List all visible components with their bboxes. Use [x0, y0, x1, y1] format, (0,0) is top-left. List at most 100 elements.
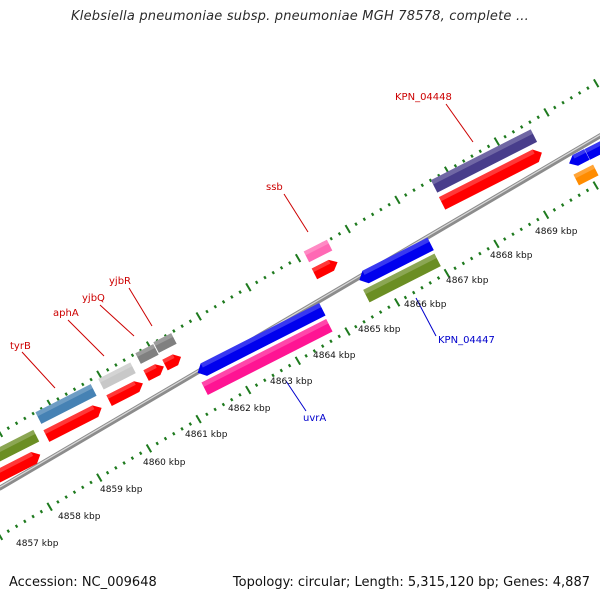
upper-scale-tick	[188, 319, 193, 324]
upper-scale-tick	[172, 329, 176, 333]
lower-scale-tick	[213, 407, 217, 412]
gene-label-yjbR: yjbR	[109, 276, 131, 287]
lower-scale-tick	[542, 210, 550, 220]
upper-scale-tick	[412, 188, 416, 192]
gene-edge-orange-shine	[573, 164, 595, 179]
lower-scale-tick	[105, 470, 110, 475]
lower-scale-tick	[304, 354, 308, 358]
lower-scale-tick	[238, 392, 242, 397]
lower-scale-tick	[72, 490, 77, 495]
lower-scale-tick	[552, 207, 557, 212]
cds-KPN04448-body	[438, 149, 542, 210]
gene-KPN04448-outer	[430, 129, 538, 193]
upper-scale-tick	[528, 120, 532, 124]
lower-scale-tick	[592, 181, 599, 190]
kbp-label: 4863 kbp	[270, 377, 313, 387]
upper-scale-tick	[387, 202, 391, 207]
backbone-highlight	[0, 134, 600, 488]
cds-aphA-body	[106, 381, 143, 406]
gene-yjbQ-outer	[135, 344, 159, 364]
lower-scale-tick	[403, 295, 408, 300]
cds-yjbQ	[143, 364, 164, 381]
cds-tyrB-body	[43, 405, 102, 442]
upper-scale-tick	[329, 236, 333, 241]
map-title: Klebsiella pneumoniae subsp. pneumoniae …	[71, 9, 529, 24]
upper-scale-tick	[453, 163, 458, 168]
scale-labels: 4857 kbp 4858 kbp 4859 kbp 4860 kbp 4861 kbp…	[16, 227, 578, 549]
gene-label-tyrB: tyrB	[10, 341, 31, 352]
cds-ssb-shine	[311, 259, 331, 273]
upper-scale-tick	[354, 222, 358, 226]
lower-scale-tick	[245, 385, 252, 395]
lower-scale-tick	[279, 368, 284, 373]
lower-scale-tick	[81, 485, 85, 490]
lower-scale-tick	[436, 276, 441, 280]
gene-uvrA-blue-shine	[200, 302, 322, 368]
cds-yjbQ-shine	[143, 364, 157, 374]
gene-yjbQ-outer-shine	[135, 344, 156, 357]
callout-line	[99, 304, 135, 337]
kbp-label: 4861 kbp	[185, 430, 228, 440]
upper-scale-tick	[0, 431, 4, 438]
upper-scale-tick	[404, 193, 408, 197]
lower-scale-tick	[145, 443, 153, 453]
upper-scale-tick	[577, 91, 582, 95]
cds-tyrB-shine	[43, 405, 95, 435]
lower-scale-tick	[412, 290, 416, 295]
upper-scale-tick	[279, 265, 284, 270]
upper-scale-tick	[294, 253, 302, 263]
gene-edge-blue2-body	[584, 138, 600, 160]
lower-scale-tick	[493, 239, 500, 249]
upper-scale-tick	[122, 358, 126, 362]
upper-scale-tick	[561, 100, 565, 105]
callout-line	[415, 297, 437, 337]
backbone-line	[0, 132, 600, 491]
lower-scale-tick	[469, 256, 474, 261]
lower-scale-tick	[585, 188, 590, 193]
gene-aphA-outer	[98, 362, 136, 390]
lower-scale-tick	[294, 356, 302, 366]
lower-scale-tick	[0, 534, 4, 541]
gene-ssb-outer-shine	[303, 239, 329, 256]
lower-scale-tick	[387, 305, 391, 310]
lower-scale-tick	[478, 251, 482, 256]
lower-scale-tick	[180, 427, 184, 431]
upper-scale-tick	[362, 217, 367, 222]
lower-scale-tick	[188, 422, 193, 426]
gene-edge-blue2	[584, 138, 600, 160]
cds-ssb-body	[311, 259, 338, 280]
kbp-label: 4857 kbp	[16, 539, 59, 549]
upper-scale-tick	[511, 129, 516, 134]
upper-scale-tick	[114, 363, 118, 367]
scale-ticks	[0, 78, 600, 541]
upper-scale-tick	[543, 108, 550, 117]
gene-KPN04447-olive-shine	[363, 253, 437, 295]
kbp-label: 4869 kbp	[535, 227, 578, 237]
lower-scale-tick	[23, 519, 27, 524]
cds-yjbQ-body	[143, 364, 164, 381]
lower-scale-tick	[46, 502, 53, 512]
lower-scale-tick	[428, 281, 432, 285]
upper-scale-tick	[245, 282, 252, 292]
upper-scale-tick	[254, 280, 259, 285]
upper-scale-tick	[6, 426, 10, 430]
chromosome-backbone	[0, 132, 600, 491]
lower-scale-tick	[114, 465, 118, 470]
lower-scale-tick	[39, 509, 44, 514]
gene-uvrA-blue-body	[197, 302, 326, 376]
lower-scale-tick	[155, 441, 159, 446]
kbp-label: 4868 kbp	[490, 251, 533, 261]
upper-scale-tick	[213, 304, 217, 309]
lower-scale-tick	[461, 261, 466, 266]
gene-edge-orange-body	[573, 164, 599, 186]
accession-text: Accession: NC_009648	[9, 575, 157, 590]
lower-scale-tick	[64, 495, 68, 499]
upper-scale-tick	[180, 324, 184, 328]
lower-scale-tick	[354, 324, 358, 329]
gene-KPN04448-outer-body	[430, 129, 538, 193]
upper-scale-tick	[337, 231, 342, 236]
cds-aphA	[106, 381, 143, 406]
upper-scale-tick	[519, 125, 524, 129]
